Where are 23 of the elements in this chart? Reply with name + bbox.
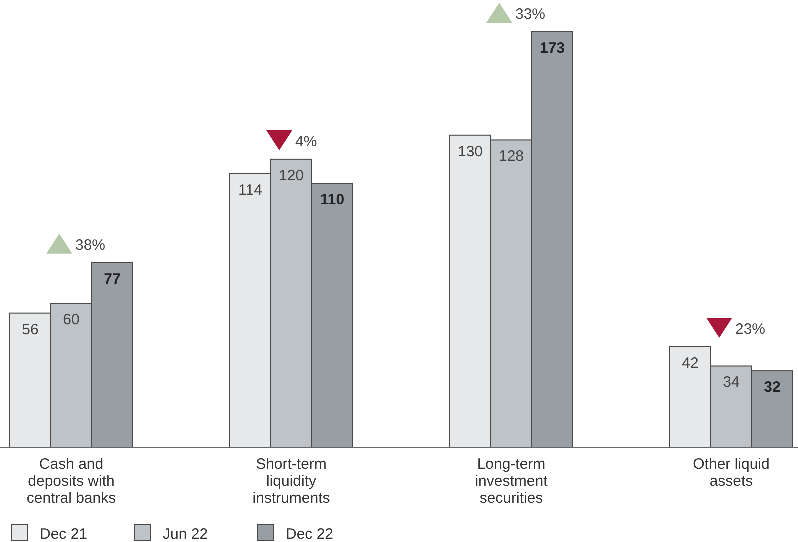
data-label: 128 [498, 148, 524, 166]
data-label: 173 [540, 40, 566, 57]
data-label: 114 [238, 182, 262, 199]
x-tick-label: Long-term investment securities [475, 456, 549, 507]
legend-label: Dec 22 [286, 526, 334, 542]
data-label: 130 [458, 143, 484, 160]
annotation: 23% [736, 321, 766, 338]
legend-label: Dec 21 [40, 526, 88, 542]
annotation: 4% [296, 133, 318, 150]
data-label: 60 [63, 312, 80, 329]
data-label: 42 [682, 355, 699, 372]
data-label: 77 [104, 270, 121, 288]
data-label: 32 [764, 379, 781, 396]
x-tick-label: Cash and deposits with central banks [26, 456, 116, 507]
x-tick-label: Short-term liquidity instruments [252, 456, 330, 507]
text: 33% [516, 6, 546, 23]
data-label: 110 [320, 191, 345, 208]
x-tick-label: Other liquid assets [693, 456, 770, 490]
legend-label: Jun 22 [163, 526, 208, 542]
annotation: 38% [76, 236, 106, 254]
data-label: 34 [723, 374, 740, 392]
data-label: 56 [22, 321, 39, 338]
data-label: 120 [278, 167, 304, 184]
